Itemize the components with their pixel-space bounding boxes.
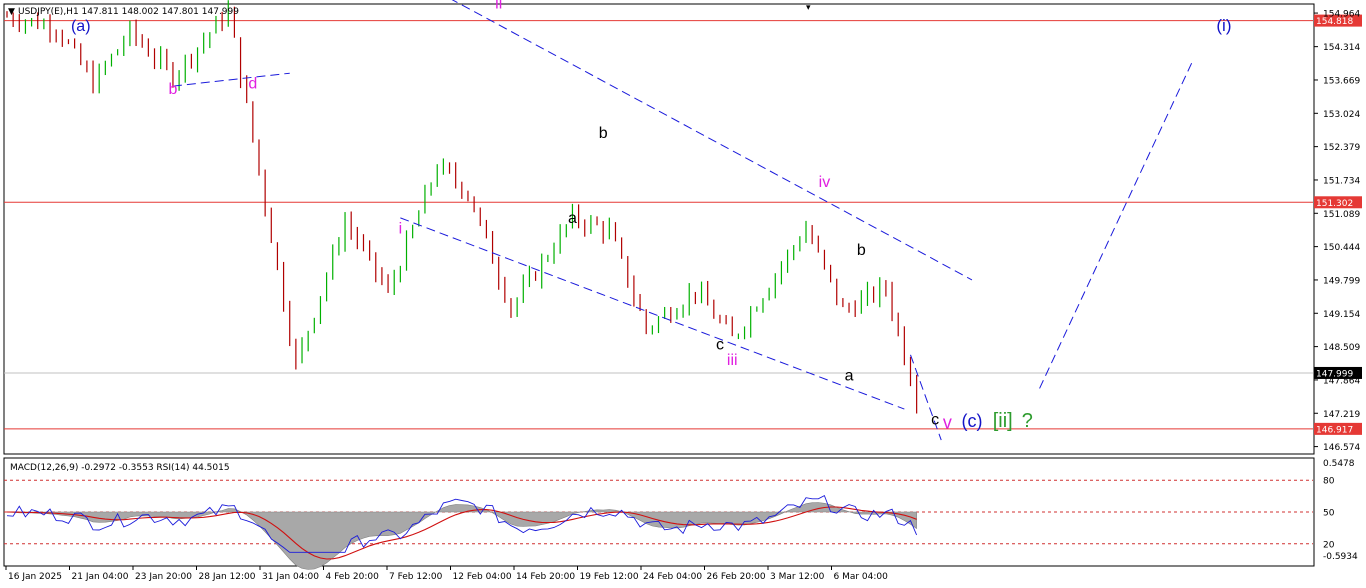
level-label-1: 151.302 — [1316, 199, 1353, 209]
chart-collapse-arrow[interactable]: ▼ — [8, 7, 15, 17]
main-chart-frame — [3, 3, 1315, 455]
current-price-bg — [1314, 366, 1362, 379]
chart-shift-marker[interactable]: ▾ — [806, 3, 811, 13]
level-label-bg-0 — [1314, 14, 1362, 27]
trend-line-0[interactable] — [172, 72, 290, 87]
current-price-label: 147.999 — [1316, 369, 1353, 379]
wave-label[interactable]: c — [931, 412, 939, 429]
wave-label[interactable]: [ii] — [993, 410, 1013, 432]
price-tick-label: 151.734 — [1323, 176, 1360, 186]
price-tick-label: 153.024 — [1323, 110, 1360, 120]
wave-label[interactable]: ? — [1022, 410, 1033, 432]
indicator-header: MACD(12,26,9) -0.2972 -0.3553 RSI(14) 44… — [10, 463, 230, 473]
price-tick-label: 154.314 — [1323, 43, 1360, 53]
wave-label[interactable]: b — [599, 125, 608, 142]
macd-histogram — [6, 502, 917, 570]
trend-line-4[interactable] — [1039, 59, 1194, 389]
price-tick-label: 149.799 — [1323, 276, 1360, 286]
trend-lines — [172, 0, 1194, 441]
symbol-header: USDJPY(E),H1 147.811 148.002 147.801 147… — [18, 7, 239, 17]
price-tick-label: 146.574 — [1323, 443, 1360, 453]
wave-label[interactable]: i — [399, 220, 403, 237]
wave-label[interactable]: v — [943, 413, 952, 433]
rsi-level-label: 20 — [1323, 540, 1335, 550]
level-label-bg-1 — [1314, 196, 1362, 209]
candlesticks — [6, 0, 918, 414]
price-tick-label: 148.509 — [1323, 343, 1360, 353]
price-tick-label: 149.154 — [1323, 310, 1360, 320]
rsi-level-label: 80 — [1323, 477, 1335, 487]
wave-label[interactable]: iv — [819, 174, 831, 191]
time-tick-label: 28 Jan 12:00 — [199, 572, 256, 582]
time-tick-label: 12 Feb 04:00 — [453, 572, 512, 582]
time-tick-label: 7 Feb 12:00 — [389, 572, 443, 582]
macd-axis-label: 0.5478 — [1323, 459, 1355, 469]
time-tick-label: 19 Feb 12:00 — [580, 572, 639, 582]
rsi-level-label: 50 — [1323, 509, 1335, 519]
wave-label[interactable]: (i) — [1216, 16, 1231, 35]
trend-line-3[interactable] — [910, 354, 942, 441]
current-price-line: 147.999 — [4, 366, 1362, 379]
time-tick-label: 4 Feb 20:00 — [326, 572, 380, 582]
price-axis: 154.964 154.314 153.669 153.024 152.379 151.7… — [1314, 10, 1360, 453]
price-tick-label: 150.444 — [1323, 243, 1360, 253]
wave-label[interactable]: d — [248, 76, 257, 93]
macd-axis-label: -0.5934 — [1323, 552, 1358, 562]
time-tick-label: 16 Jan 2025 — [8, 572, 62, 582]
time-axis: 16 Jan 2025 21 Jan 04:00 23 Jan 20:00 28 Ja… — [5, 566, 889, 582]
price-tick-label: 147.864 — [1323, 376, 1360, 386]
price-tick-label: 151.089 — [1323, 210, 1360, 220]
price-tick-label: 147.219 — [1323, 410, 1360, 420]
level-label-2: 146.917 — [1316, 425, 1353, 435]
time-tick-label: 31 Jan 04:00 — [262, 572, 319, 582]
wave-label[interactable]: iii — [727, 352, 738, 369]
wave-label[interactable]: b — [857, 242, 866, 259]
macd-rsi-indicator: 80 50 20 0.5478 -0.5934 — [4, 459, 1358, 570]
time-tick-label: 24 Feb 04:00 — [643, 572, 702, 582]
level-label-bg-2 — [1314, 422, 1362, 435]
macd-signal-line — [6, 506, 917, 560]
wave-label[interactable]: a — [845, 368, 854, 385]
price-tick-label: 153.669 — [1323, 76, 1360, 86]
price-tick-label: 154.964 — [1323, 10, 1360, 20]
price-tick-label: 152.379 — [1323, 143, 1360, 153]
wave-label[interactable]: a — [568, 210, 577, 227]
wave-label[interactable]: b — [168, 81, 177, 98]
rsi-line — [6, 494, 918, 553]
wave-label[interactable]: c — [716, 337, 724, 354]
time-tick-label: 6 Mar 04:00 — [834, 572, 889, 582]
time-tick-label: 26 Feb 20:00 — [707, 572, 766, 582]
time-tick-label: 23 Jan 20:00 — [135, 572, 192, 582]
time-tick-label: 14 Feb 20:00 — [516, 572, 575, 582]
wave-label[interactable]: (a) — [71, 18, 91, 35]
trend-line-1[interactable] — [450, 0, 973, 281]
wave-label[interactable]: (c) — [961, 411, 982, 431]
level-label-0: 154.818 — [1316, 17, 1353, 27]
time-tick-label: 21 Jan 04:00 — [72, 572, 129, 582]
trend-line-2[interactable] — [400, 217, 905, 410]
time-tick-label: 3 Mar 12:00 — [770, 572, 825, 582]
wave-label[interactable]: ii — [495, 0, 502, 13]
